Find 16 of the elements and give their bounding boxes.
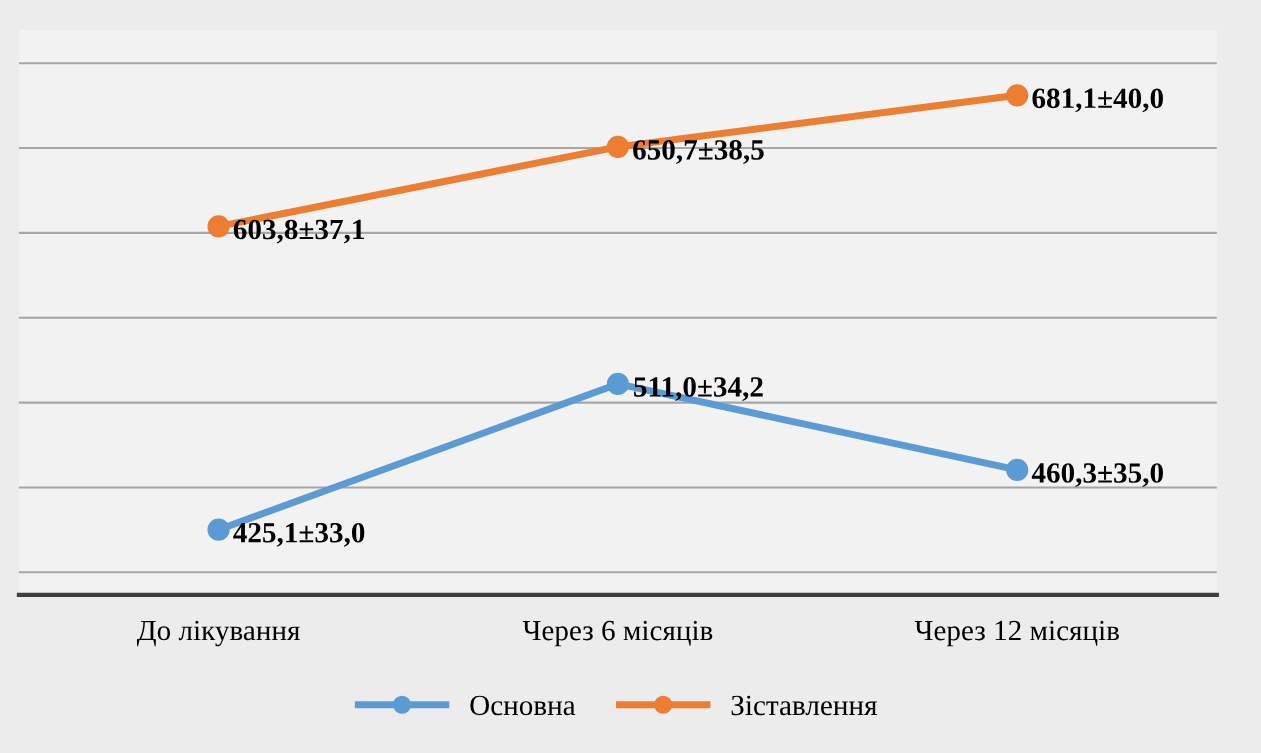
point <box>1006 84 1029 107</box>
point <box>1006 458 1029 482</box>
x-tick-label: Через 6 місяців <box>522 620 713 647</box>
point <box>606 135 629 158</box>
point <box>207 518 230 541</box>
data-label: 603,8±37,1 <box>233 219 364 244</box>
legend-label: Зіставлення <box>731 695 877 716</box>
data-label: 425,1±33,0 <box>233 522 365 547</box>
data-label: 460,3±35,0 <box>1031 463 1163 488</box>
point <box>207 215 230 238</box>
legend-label: Основна <box>470 695 576 716</box>
data-label: 681,1±40,0 <box>1032 88 1163 113</box>
point <box>606 372 629 396</box>
data-label: 650,7±38,5 <box>633 140 764 164</box>
x-tick-label: До лікування <box>136 620 300 647</box>
x-tick-label: Через 12 місяців <box>914 620 1119 647</box>
